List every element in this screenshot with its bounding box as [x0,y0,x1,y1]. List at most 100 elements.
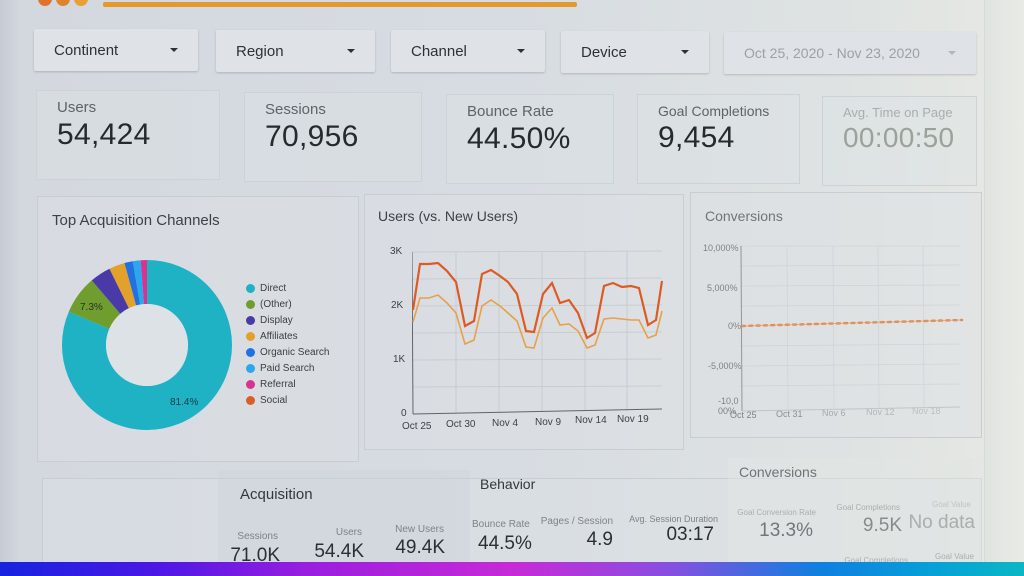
chevron-down-icon [517,49,525,53]
x-tick: Nov 4 [492,418,519,429]
slice-label-direct: 81.4% [170,397,199,408]
legend-item-affiliates[interactable]: Affiliates [246,328,329,344]
kpi-bounce-rate: Bounce Rate 44.50% [446,94,614,184]
window-dot-2[interactable] [56,0,70,6]
legend-item-other[interactable]: (Other) [246,296,329,312]
legend-label: Paid Search [260,362,315,374]
sub-label-goal-value: Goal Value [935,552,974,561]
kpi-sessions: Sessions 70,956 [244,92,422,182]
sub-label-goal-completions: Goal Completions [844,556,908,565]
kpi-users: Users 54,424 [36,90,220,180]
legend-dot-icon [246,283,255,293]
kpi-avg-time-value: 00:00:50 [843,122,955,153]
legend-label: Affiliates [260,330,298,342]
acquisition-legend: Direct (Other) Display Affiliates Organi… [246,280,329,408]
device-filter-label: Device [581,43,627,61]
acquisition-donut-chart[interactable] [52,250,242,440]
legend-label: Organic Search [260,346,330,358]
acquisition-section-bg [218,470,470,570]
legend-item-referral[interactable]: Referral [246,376,329,392]
top-acquisition-channels-title: Top Acquisition Channels [52,212,220,229]
metric-value-avg-session-duration: 03:17 [666,524,714,545]
legend-item-direct[interactable]: Direct [246,280,329,296]
continent-filter-label: Continent [54,41,119,59]
chevron-down-icon [347,49,355,53]
date-range-label: Oct 25, 2020 - Nov 23, 2020 [744,45,920,61]
x-tick: Oct 30 [446,419,476,430]
legend-dot-icon [246,331,255,341]
region-filter-label: Region [236,42,284,60]
window-dots [38,0,88,6]
legend-item-paid-search[interactable]: Paid Search [246,360,329,376]
kpi-users-label: Users [57,99,97,116]
metric-value-pages-per-session: 4.9 [586,529,613,550]
chevron-down-icon [681,50,689,54]
conversions-section-title: Conversions [739,464,817,480]
users-chart-panel [364,194,684,450]
screen-right-edge [984,0,1024,576]
region-filter[interactable]: Region [216,30,375,72]
legend-item-social[interactable]: Social [246,392,329,408]
y-tick: -5,000% [708,361,742,371]
x-tick: Oct 25 [402,421,432,432]
legend-item-display[interactable]: Display [246,312,329,328]
y-tick: 0 [401,408,407,419]
kpi-goal-completions-value: 9,454 [658,121,735,154]
y-tick: 5,000% [707,283,738,293]
channel-filter-label: Channel [411,42,467,60]
x-tick: Nov 18 [912,406,941,416]
metric-value-bounce-rate: 44.5% [478,533,532,554]
y-tick: -10,000% [718,396,739,416]
legend-item-organic-search[interactable]: Organic Search [246,344,329,360]
metric-value-goal-conversion-rate: 13.3% [759,520,813,541]
kpi-goal-completions-label: Goal Completions [658,103,770,119]
kpi-bounce-rate-label: Bounce Rate [467,103,554,120]
x-tick: Oct 25 [730,410,757,420]
legend-label: Display [260,314,293,326]
metric-value-sessions: 71.0K [230,545,280,566]
channel-filter[interactable]: Channel [391,30,545,72]
conversions-line-chart[interactable] [740,244,965,414]
users-chart-title: Users (vs. New Users) [378,208,519,224]
kpi-avg-time-label: Avg. Time on Page [843,105,953,120]
metric-label-avg-session-duration: Avg. Session Duration [629,514,718,524]
metric-label-goal-value: Goal Value [932,500,971,509]
bottom-gradient-bar [0,562,1024,576]
legend-label: Social [260,394,288,406]
metric-label-new-users: New Users [395,524,444,535]
kpi-sessions-value: 70,956 [265,120,359,153]
x-tick: Nov 12 [866,407,895,417]
conversions-chart-title: Conversions [705,208,783,224]
users-line-chart[interactable] [412,248,667,416]
metric-label-sessions: Sessions [237,531,278,542]
metric-label-goal-conversion-rate: Goal Conversion Rate [737,508,816,517]
x-tick: Oct 31 [776,409,803,419]
window-dot-3[interactable] [74,0,88,6]
legend-label: (Other) [260,298,292,310]
conversions-chart-panel [690,192,982,438]
window-dot-1[interactable] [38,0,52,6]
metric-label-pages-per-session: Pages / Session [540,516,613,527]
conversions-section-bg [728,458,982,568]
chevron-down-icon [170,48,178,52]
legend-dot-icon [246,395,255,405]
device-filter[interactable]: Device [561,31,709,73]
date-range-picker[interactable]: Oct 25, 2020 - Nov 23, 2020 [724,32,976,74]
metric-value-goal-value: No data [908,512,975,533]
kpi-avg-time-on-page: Avg. Time on Page 00:00:50 [822,96,977,186]
metric-value-users: 54.4K [314,541,364,562]
x-tick: Nov 6 [822,408,846,418]
kpi-sessions-label: Sessions [265,101,326,118]
legend-dot-icon [246,347,255,357]
x-tick: Nov 9 [535,417,562,428]
y-tick: 3K [390,246,403,257]
x-tick: Nov 19 [617,414,649,425]
legend-dot-icon [246,379,255,389]
slice-label-other: 7.3% [80,302,103,313]
legend-dot-icon [246,363,255,373]
y-tick: 2K [391,300,404,311]
behavior-section-title: Behavior [480,476,536,492]
continent-filter[interactable]: Continent [34,29,198,71]
screen-left-edge [0,0,22,576]
metric-value-goal-completions: 9.5K [862,515,902,536]
